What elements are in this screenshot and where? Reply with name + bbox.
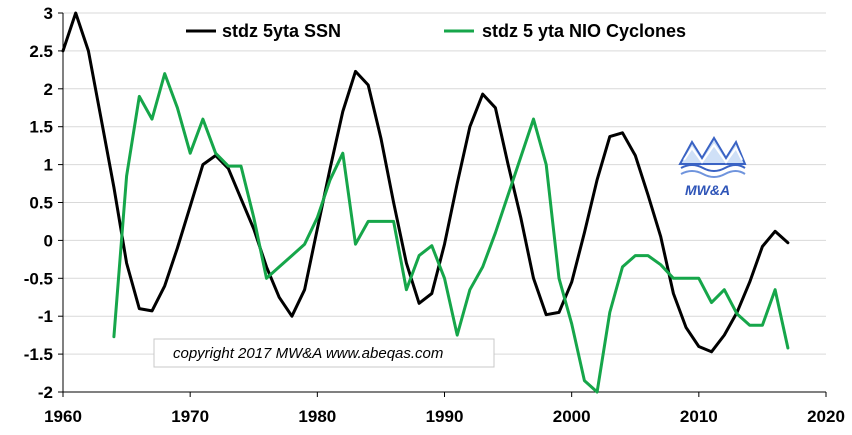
x-tick-labels: 1960 1970 1980 1990 2000 2010 2020 [44,407,845,426]
y-tick-label: -0.5 [24,269,53,288]
x-tick-label: 1990 [426,407,464,426]
y-tick-label: 2 [44,80,53,99]
series-layer [61,11,790,394]
y-tick-label: 0 [44,231,53,250]
y-tick-label: 2.5 [29,42,53,61]
copyright-box: copyright 2017 MW&A www.abeqas.com [153,338,495,368]
x-tick-label: 2020 [807,407,845,426]
series-line-ssn [61,11,790,354]
x-tick-label: 2000 [553,407,591,426]
x-tick-label: 1970 [171,407,209,426]
x-tick-label: 1960 [44,407,82,426]
x-tick-label: 1980 [298,407,336,426]
legend-label-ssn: stdz 5yta SSN [222,21,341,41]
series-line-nio-cyclones [112,72,790,394]
y-tick-label: -2 [38,383,53,402]
y-tick-labels: 3 2.5 2 1.5 1 0.5 0 -0.5 -1 -1.5 -2 [24,4,53,402]
y-tick-label: -1.5 [24,345,53,364]
axes [58,12,827,397]
y-tick-label: 1 [44,156,53,175]
legend-label-nio: stdz 5 yta NIO Cyclones [482,21,686,41]
mwa-logo: MW&A [678,136,747,198]
x-tick-label: 2010 [680,407,718,426]
y-tick-label: 3 [44,4,53,23]
y-tick-label: 1.5 [29,118,53,137]
logo-label: MW&A [685,182,730,198]
copyright-text: copyright 2017 MW&A www.abeqas.com [173,345,443,362]
y-tick-label: -1 [38,307,53,326]
copyright-frame [153,338,495,368]
y-tick-label: 0.5 [29,194,53,213]
legend: stdz 5yta SSN stdz 5 yta NIO Cyclones [186,21,686,41]
logo-wave-icon [678,136,747,178]
